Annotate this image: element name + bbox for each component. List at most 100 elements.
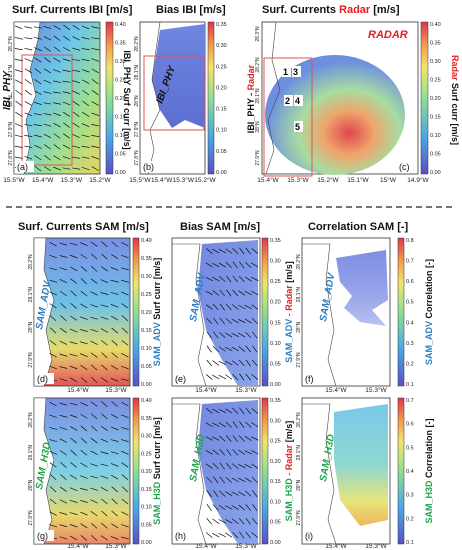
vector-arrow xyxy=(43,133,52,139)
vector-arrow xyxy=(59,512,68,516)
colorbar-tick: 0.30 xyxy=(115,59,126,65)
colorbar-tick: 0.25 xyxy=(115,78,126,84)
vector-arrow xyxy=(53,46,61,52)
vector-arrow xyxy=(231,304,239,310)
y-tick-label: 27.9°N xyxy=(28,510,34,526)
vector-arrow xyxy=(205,374,213,380)
colorbar-tick: 0.20 xyxy=(141,469,152,475)
x-tick-label: 15.3°W xyxy=(173,176,195,184)
vector-arrow xyxy=(218,374,226,380)
vector-arrow xyxy=(205,276,213,282)
point-3: 3 xyxy=(293,67,298,77)
vector-arrow xyxy=(219,462,225,470)
vector-arrow xyxy=(49,279,58,283)
vector-arrow xyxy=(212,518,220,524)
vector-arrow xyxy=(72,111,80,117)
y-tick-label: 27.9°N xyxy=(255,150,261,166)
vector-arrow xyxy=(14,123,23,128)
vector-arrow xyxy=(59,402,68,406)
point-2: 2 xyxy=(285,96,290,106)
vector-arrow xyxy=(232,289,239,297)
vector-arrow xyxy=(34,165,42,172)
vector-arrow xyxy=(53,112,61,116)
vector-arrow xyxy=(43,25,52,29)
x-tick-label: 15.5°W xyxy=(129,176,151,184)
colorbar-tick: 0.30 xyxy=(430,59,441,65)
map-b-field xyxy=(152,24,205,128)
y-tick-label: 28.2°N xyxy=(134,36,140,52)
vector-arrow xyxy=(14,58,23,62)
vector-arrow xyxy=(245,373,252,381)
vector-arrow xyxy=(70,290,77,297)
vector-arrow xyxy=(225,491,233,497)
vector-arrow xyxy=(82,111,90,117)
vector-arrow xyxy=(206,490,212,498)
map-e-field xyxy=(198,240,258,386)
vector-arrow xyxy=(81,48,90,51)
vector-arrow xyxy=(100,438,109,443)
title-e: Bias SAM [m/s] xyxy=(180,221,260,233)
vector-arrow xyxy=(49,486,57,493)
vector-arrow xyxy=(91,89,99,96)
vector-arrow xyxy=(111,523,119,529)
y-tick-label: 28.3°N xyxy=(255,26,261,42)
panel-c-label: (c) xyxy=(399,162,410,172)
colorbar-tick: 0.00 xyxy=(270,540,281,546)
vector-arrow xyxy=(218,422,226,428)
vector-arrow xyxy=(34,47,42,52)
vector-arrow xyxy=(231,346,239,352)
vector-arrow xyxy=(72,100,80,106)
vector-arrow xyxy=(14,25,23,30)
x-tick-label: 15.3°W xyxy=(105,386,127,394)
vector-arrow xyxy=(205,248,213,254)
vector-arrow xyxy=(251,374,259,380)
panel-h: SAM_H3D (h) xyxy=(171,397,261,545)
vector-arrow xyxy=(238,346,246,352)
vector-arrow xyxy=(90,522,98,529)
vector-arrow xyxy=(70,278,77,284)
vector-arrow xyxy=(69,414,78,418)
y-tick-label: 27.9°N xyxy=(8,121,14,137)
vector-arrow xyxy=(121,303,129,309)
vector-arrow xyxy=(15,100,23,107)
vector-arrow xyxy=(34,144,42,149)
vector-arrow xyxy=(62,111,71,117)
colorbar-tick: 0.10 xyxy=(270,341,281,347)
colorbar-tick: 0.2 xyxy=(406,516,414,522)
vector-arrow xyxy=(100,377,108,383)
vector-arrow xyxy=(81,37,90,40)
vector-arrow xyxy=(251,408,259,414)
vector-arrow xyxy=(24,123,33,127)
vector-arrow xyxy=(121,450,129,455)
vector-arrow xyxy=(43,36,52,41)
vector-arrow xyxy=(120,254,129,259)
vector-arrow xyxy=(239,373,245,381)
panel-g-label: (g) xyxy=(37,531,48,541)
vector-arrow xyxy=(120,427,129,430)
vector-arrow xyxy=(212,532,220,538)
x-tick-label: 15.3°W xyxy=(287,176,309,184)
vector-arrow xyxy=(219,289,226,297)
vector-arrow xyxy=(43,91,52,94)
vector-arrow xyxy=(91,155,100,160)
y-tick-label: 27.8°N xyxy=(134,150,140,166)
vector-arrow xyxy=(90,450,98,455)
vector-arrow xyxy=(232,449,239,456)
vector-arrow xyxy=(225,346,233,352)
y-tick-label: 28.2°N xyxy=(296,254,302,270)
colorbar-tick: 0.35 xyxy=(270,238,281,244)
vector-arrow xyxy=(24,58,33,62)
vector-arrow xyxy=(121,291,129,296)
vector-arrow xyxy=(90,487,99,491)
vector-arrow xyxy=(205,436,213,441)
vector-arrow xyxy=(69,535,78,541)
vector-arrow xyxy=(24,68,32,74)
vector-arrow xyxy=(212,462,219,470)
vector-arrow xyxy=(80,437,88,444)
vector-arrow xyxy=(49,511,57,516)
vector-arrow xyxy=(59,340,68,345)
vector-arrow xyxy=(111,254,119,259)
y-tick-label: 27.8°N xyxy=(8,150,14,166)
colorbar-tick: 0.4 xyxy=(406,320,414,326)
vector-arrow xyxy=(72,47,81,51)
